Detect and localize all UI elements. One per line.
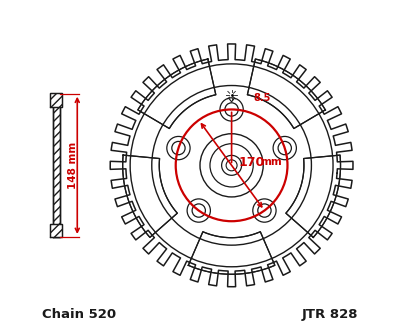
Polygon shape (138, 59, 216, 129)
Polygon shape (247, 59, 325, 129)
Bar (50, 224, 62, 237)
Polygon shape (188, 232, 275, 274)
Text: 8.5: 8.5 (254, 94, 271, 104)
Polygon shape (123, 155, 177, 237)
Text: 170: 170 (238, 156, 264, 169)
Text: Chain 520: Chain 520 (42, 308, 116, 321)
Bar (53, 94, 60, 237)
Polygon shape (286, 155, 340, 237)
Text: JTR 828: JTR 828 (302, 308, 358, 321)
Text: mm: mm (260, 157, 282, 167)
Text: 148 mm: 148 mm (68, 142, 78, 189)
Bar (50, 94, 62, 107)
